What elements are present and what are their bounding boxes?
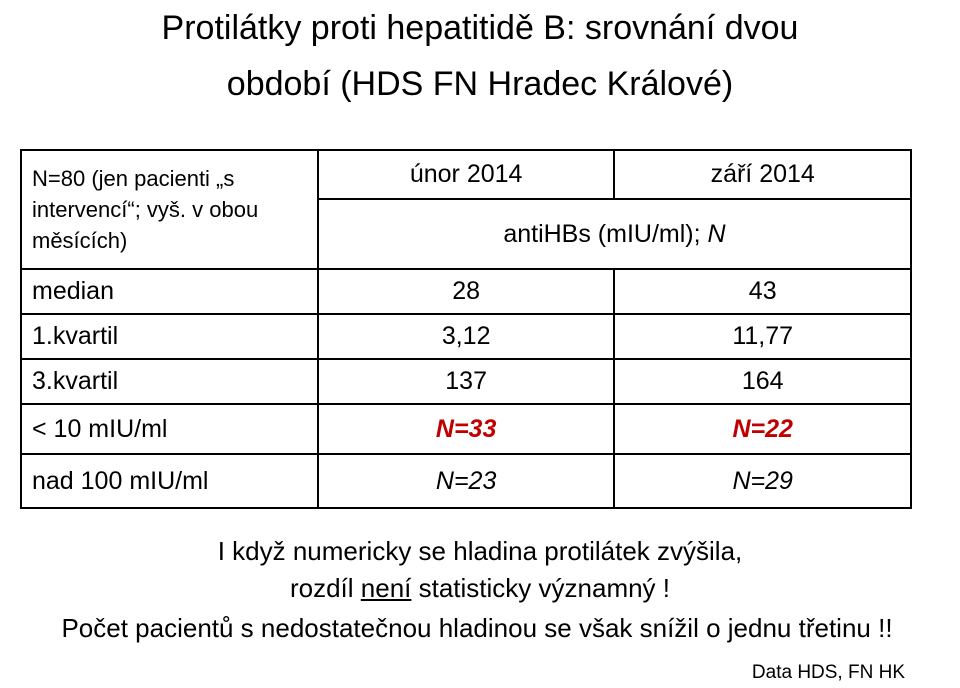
cell-sep-highlight: N=22: [613, 403, 912, 455]
table-header-row: N=80 (jen pacienti „s intervencí“; vyš. …: [20, 149, 912, 270]
row-label: median: [20, 268, 319, 315]
conclusion-post: statisticky významný !: [411, 573, 671, 603]
cell-sep: 164: [613, 358, 912, 405]
antihbs-table: N=80 (jen pacienti „s intervencí“; vyš. …: [20, 149, 913, 509]
cell-feb: 3,12: [316, 313, 616, 360]
row-label: nad 100 mIU/ml: [20, 453, 319, 509]
conclusion-line-1: I když numericky se hladina protilátek z…: [217, 536, 743, 566]
cell-feb: 137: [316, 358, 616, 405]
table-subheader-row: antiHBs (mIU/ml); N: [21, 198, 913, 270]
cell-feb: 28: [316, 268, 616, 315]
conclusion-line-3: Počet pacientů s nedostatečnou hladinou …: [61, 613, 893, 643]
cell-feb: N=23: [316, 453, 616, 509]
cohort-description: N=80 (jen pacienti „s intervencí“; vyš. …: [20, 149, 319, 270]
header-sep-2014: září 2014: [613, 149, 912, 200]
data-source: Data HDS, FN HK: [751, 662, 905, 683]
row-label: 1.kvartil: [20, 313, 319, 360]
table-row-over-100: nad 100 mIU/ml N=23 N=29: [20, 453, 912, 509]
table-row-median: median 28 43: [20, 268, 912, 315]
cell-sep: 11,77: [613, 313, 912, 360]
table-row-q1: 1.kvartil 3,12 11,77: [20, 313, 912, 360]
units-label: antiHBs (mIU/ml);: [503, 219, 708, 248]
cell-sep: N=29: [613, 453, 912, 509]
title-line-1: Protilátky proti hepatitidě B: srovnání …: [161, 9, 799, 47]
header-feb-2014: únor 2014: [316, 149, 616, 200]
slide-title: Protilátky proti hepatitidě B: srovnání …: [0, 0, 960, 112]
conclusion-line-2: rozdíl není statisticky významný !: [0, 570, 960, 607]
cell-feb-highlight: N=33: [316, 403, 616, 455]
cell-sep: 43: [613, 268, 912, 315]
units-subheader: antiHBs (mIU/ml); N: [316, 198, 913, 270]
row-label: < 10 mIU/ml: [20, 403, 319, 455]
row-label: 3.kvartil: [20, 358, 319, 405]
conclusion-pre: rozdíl: [289, 573, 361, 603]
title-line-2: období (HDS FN Hradec Králové): [226, 65, 734, 103]
table-row-under-10: < 10 mIU/ml N=33 N=22: [20, 403, 912, 455]
table-row-q3: 3.kvartil 137 164: [20, 358, 912, 405]
units-n-label: N: [707, 219, 726, 248]
conclusion-emphasis: není: [360, 573, 412, 603]
